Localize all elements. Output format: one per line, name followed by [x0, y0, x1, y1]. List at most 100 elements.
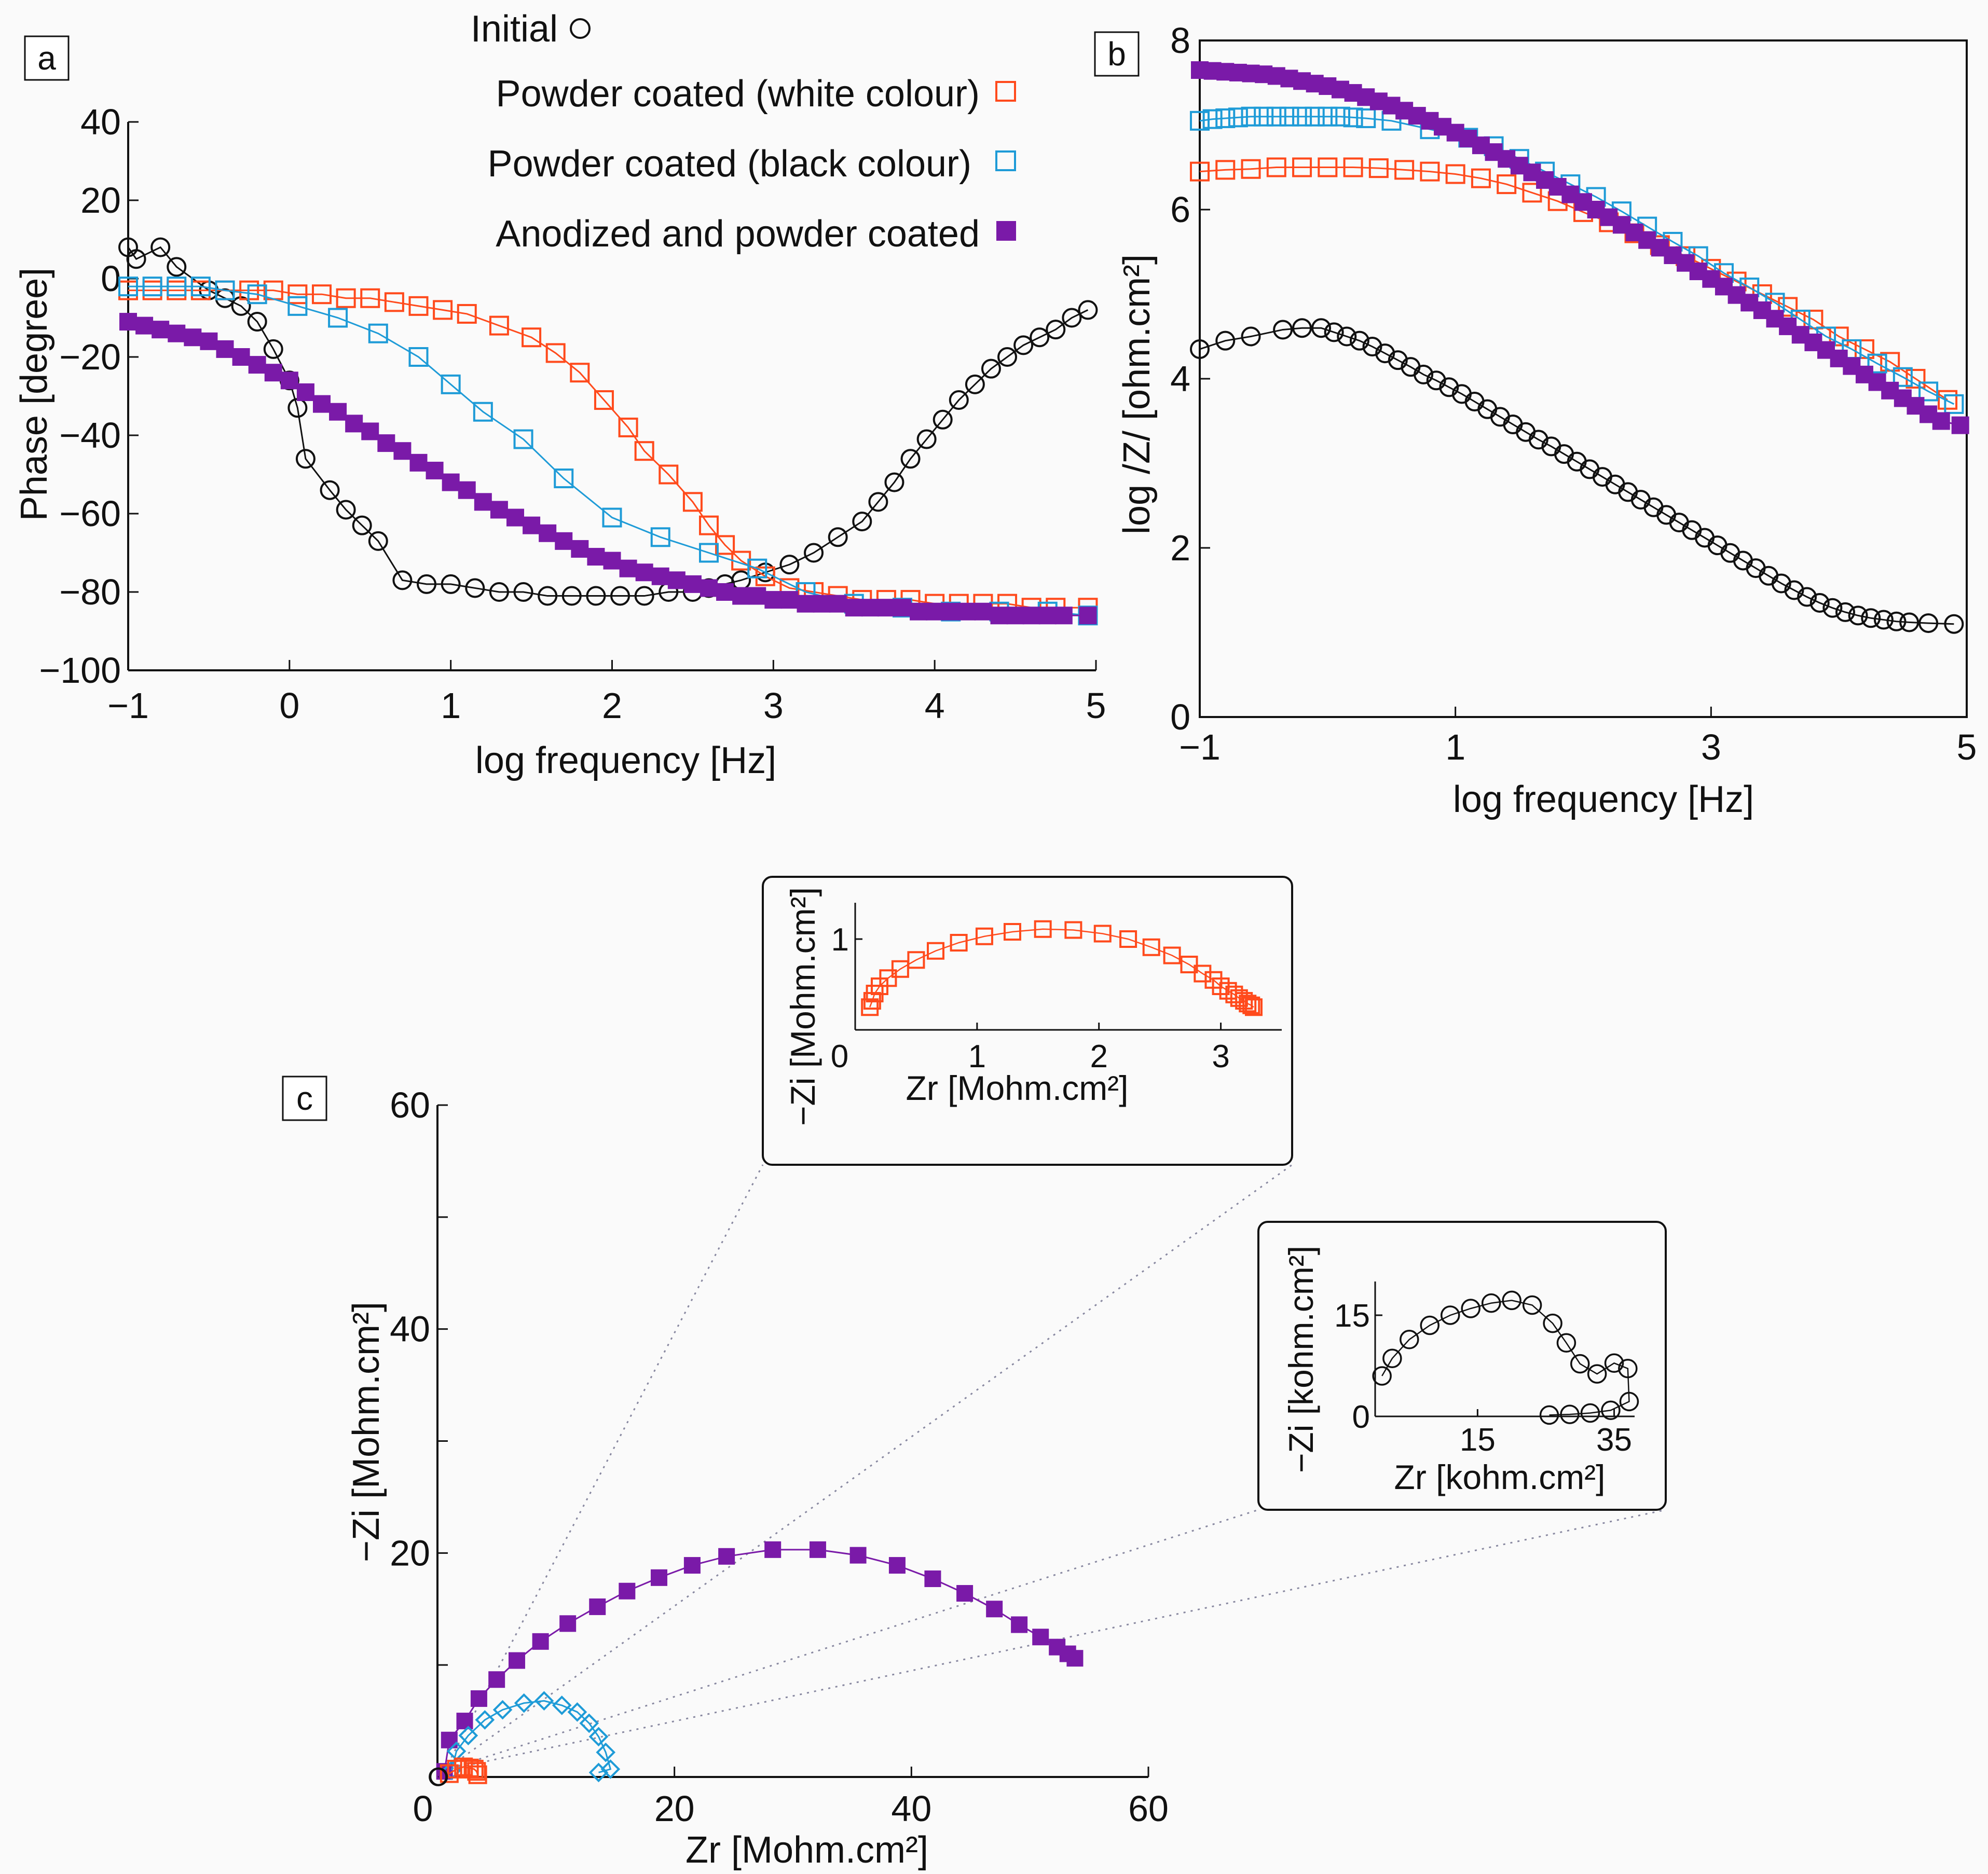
- panel-a-anodized-point: [1038, 607, 1057, 625]
- panel-a-initial-point: [1078, 300, 1098, 320]
- panel-c-black-point: [514, 1693, 534, 1713]
- panel-c-black-point: [492, 1700, 513, 1720]
- inset-initial-x-tick-label: 35: [1596, 1422, 1632, 1458]
- panel-a-initial-point: [852, 512, 872, 532]
- panel-b-black-point: [1292, 106, 1312, 127]
- panel-a-white-point: [659, 464, 679, 485]
- panel-c: c Zr [Mohm.cm²] −Zi [Mohm.cm²] 0 20 40 602…: [282, 1076, 1666, 1871]
- panel-b-white-point: [1343, 157, 1363, 177]
- panel-c-anodized-point: [1032, 1629, 1049, 1646]
- panel-a-anodized-point: [667, 571, 685, 589]
- inset-white-box: [762, 876, 1293, 1166]
- panel-a-initial-point: [538, 586, 558, 606]
- panel-c-black-point: [579, 1713, 599, 1733]
- panel-c-black-point: [552, 1696, 572, 1715]
- panel-a-white-point: [312, 284, 332, 305]
- panel-c-black-line: [450, 1700, 612, 1773]
- panel-a-x-tick-label: −1: [107, 685, 149, 726]
- panel-c-anodized-point: [849, 1547, 867, 1564]
- inset-initial-initial-point: [1601, 1400, 1621, 1421]
- panel-b-black-point: [1279, 106, 1299, 127]
- panel-c-anodized-point: [888, 1557, 906, 1574]
- inset-white-white-point: [1093, 925, 1112, 943]
- panel-b-initial-point: [1809, 592, 1830, 613]
- panel-a-initial-point: [634, 586, 654, 606]
- panel-c-white-point: [440, 1764, 459, 1783]
- inset-initial-initial-point: [1543, 1313, 1562, 1333]
- panel-a-anodized-point: [845, 599, 863, 617]
- panel-a-anodized-point: [877, 599, 895, 617]
- legend-initial-label: Initial: [471, 8, 558, 50]
- panel-a-black-point: [247, 284, 267, 305]
- panel-a-initial-point: [489, 582, 509, 602]
- panel-b-white-point: [1318, 157, 1338, 177]
- panel-a-initial-point: [561, 586, 582, 606]
- panel-b-white-line: [1199, 167, 1948, 401]
- panel-a-anodized-point: [1054, 607, 1073, 625]
- panel-b-initial-point: [1899, 612, 1920, 632]
- panel-a-anodized-point: [942, 602, 960, 621]
- panel-c-anodized-point: [683, 1557, 701, 1574]
- panel-a-black-point: [215, 280, 235, 300]
- panel-a-initial-point: [949, 390, 969, 410]
- panel-a-initial-point: [336, 500, 356, 520]
- panel-a-initial-point: [916, 429, 937, 449]
- panel-b-white-point: [1778, 297, 1798, 317]
- panel-a-anodized-point: [184, 328, 202, 347]
- legend-white-label: Powder coated (white colour): [496, 73, 980, 115]
- panel-c-label: c: [296, 1080, 313, 1117]
- zoom-guide-white: [444, 1164, 764, 1771]
- inset-white-white-point: [1225, 985, 1243, 1003]
- panel-c-xlabel: Zr [Mohm.cm²]: [685, 1829, 928, 1871]
- panel-c-y-tick-label: 40: [390, 1309, 430, 1349]
- inset-initial-initial-line: [1381, 1300, 1630, 1416]
- panel-b-initial-point: [1215, 330, 1236, 351]
- panel-a-white-point: [384, 292, 404, 312]
- panel-b-black-point: [1228, 107, 1248, 128]
- inset-initial-initial-point: [1420, 1315, 1440, 1335]
- panel-a-white-point: [287, 284, 308, 305]
- panel-b-initial-point: [1886, 611, 1907, 631]
- panel-a-black-point: [699, 543, 719, 563]
- panel-a-anodized-point: [474, 493, 492, 511]
- panel-a-x-tick-label: 1: [441, 685, 461, 726]
- panel-b-black-point: [1215, 108, 1236, 128]
- panel-b-white-point: [1522, 183, 1542, 203]
- inset-initial-initial-point: [1502, 1290, 1521, 1311]
- panel-b-xlabel: log frequency [Hz]: [1453, 779, 1754, 820]
- panel-a-anodized-point: [958, 602, 976, 621]
- panel-a-white-point: [336, 288, 356, 308]
- panel-b-white-point: [1368, 158, 1389, 178]
- panel-c-anodized-point: [650, 1569, 667, 1586]
- panel-a-initial-point: [417, 574, 437, 594]
- inset-white-y-tick-label: 1: [831, 922, 849, 958]
- panel-c-anodized-point: [441, 1731, 458, 1748]
- panel-b-label-box: [1094, 31, 1140, 77]
- panel-c-anodized-point: [986, 1601, 1003, 1618]
- panel-a-white-point: [522, 327, 542, 348]
- panel-b-white-point: [1266, 157, 1286, 177]
- zoom-guide-initial: [444, 1509, 1259, 1771]
- panel-a-anodized-point: [990, 607, 1008, 625]
- panel-a-anodized-point: [152, 321, 170, 339]
- panel-b-initial-point: [1311, 318, 1332, 338]
- panel-a-y-tick-label: 0: [101, 258, 121, 299]
- panel-a-y-tick-label: −40: [59, 415, 121, 456]
- panel-a-anodized-point: [313, 395, 331, 413]
- panel-b-initial-point: [1190, 339, 1210, 359]
- panel-a-anodized-point: [555, 532, 573, 550]
- panel-a-anodized-point: [974, 602, 992, 621]
- panel-b-white-point: [1420, 161, 1440, 182]
- panel-a-y-tick-label: 40: [80, 102, 121, 142]
- panel-a-anodized-point: [797, 595, 815, 613]
- panel-b-initial-point: [1337, 326, 1357, 347]
- panel-a-initial-point: [295, 449, 316, 469]
- inset-initial-initial-point: [1570, 1354, 1590, 1374]
- inset-initial-initial-point: [1560, 1404, 1580, 1424]
- inset-initial-x-tick-label: 15: [1460, 1422, 1496, 1458]
- panel-b-white-point: [1241, 159, 1261, 179]
- panel-a-x-tick-label: 0: [279, 685, 299, 726]
- panel-a-white-point: [457, 304, 477, 324]
- inset-white-white-point: [1003, 923, 1021, 941]
- panel-b-initial-point: [1861, 608, 1881, 628]
